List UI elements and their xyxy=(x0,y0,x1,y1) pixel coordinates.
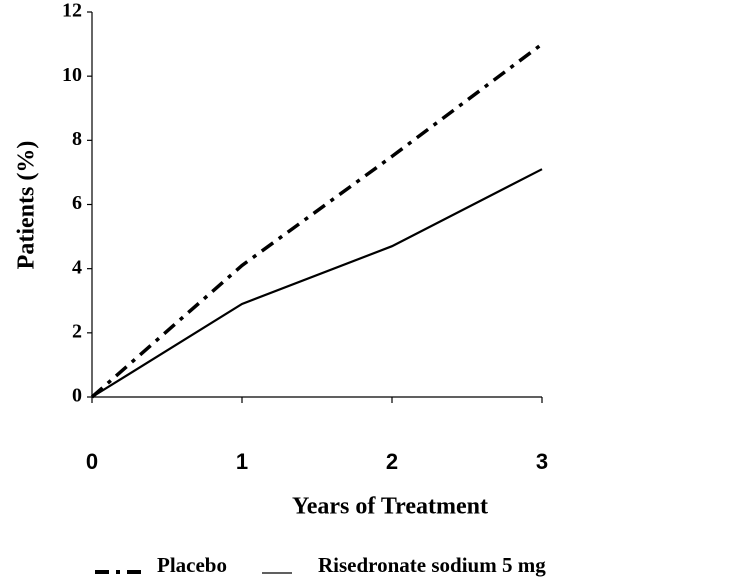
y-tick-label: 8 xyxy=(72,128,82,150)
x-tick-label: 1 xyxy=(236,449,248,474)
x-axis-title: Years of Treatment xyxy=(292,494,488,520)
y-tick-label: 2 xyxy=(72,320,82,342)
y-axis-title: Patients (%) xyxy=(14,141,40,270)
y-tick-label: 6 xyxy=(72,192,82,214)
y-tick-label: 4 xyxy=(72,256,82,278)
x-tick-label: 0 xyxy=(86,449,98,474)
legend-label: Placebo xyxy=(157,553,227,577)
y-tick-label: 12 xyxy=(62,0,82,22)
line-series xyxy=(90,42,544,399)
legend-label: Risedronate sodium 5 mg xyxy=(318,553,546,577)
line-series xyxy=(91,168,543,398)
y-tick-label: 0 xyxy=(72,385,82,407)
y-tick-label: 10 xyxy=(62,64,82,86)
x-tick-label: 2 xyxy=(386,449,398,474)
x-tick-label: 3 xyxy=(536,449,548,474)
